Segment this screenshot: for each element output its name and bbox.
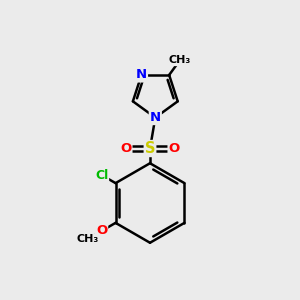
Text: Cl: Cl — [95, 169, 108, 182]
Text: N: N — [150, 111, 161, 124]
Text: N: N — [136, 68, 147, 82]
Text: S: S — [145, 141, 155, 156]
Text: O: O — [169, 142, 180, 155]
Text: CH₃: CH₃ — [169, 55, 191, 65]
Text: CH₃: CH₃ — [76, 234, 99, 244]
Text: O: O — [120, 142, 131, 155]
Text: O: O — [96, 224, 107, 238]
